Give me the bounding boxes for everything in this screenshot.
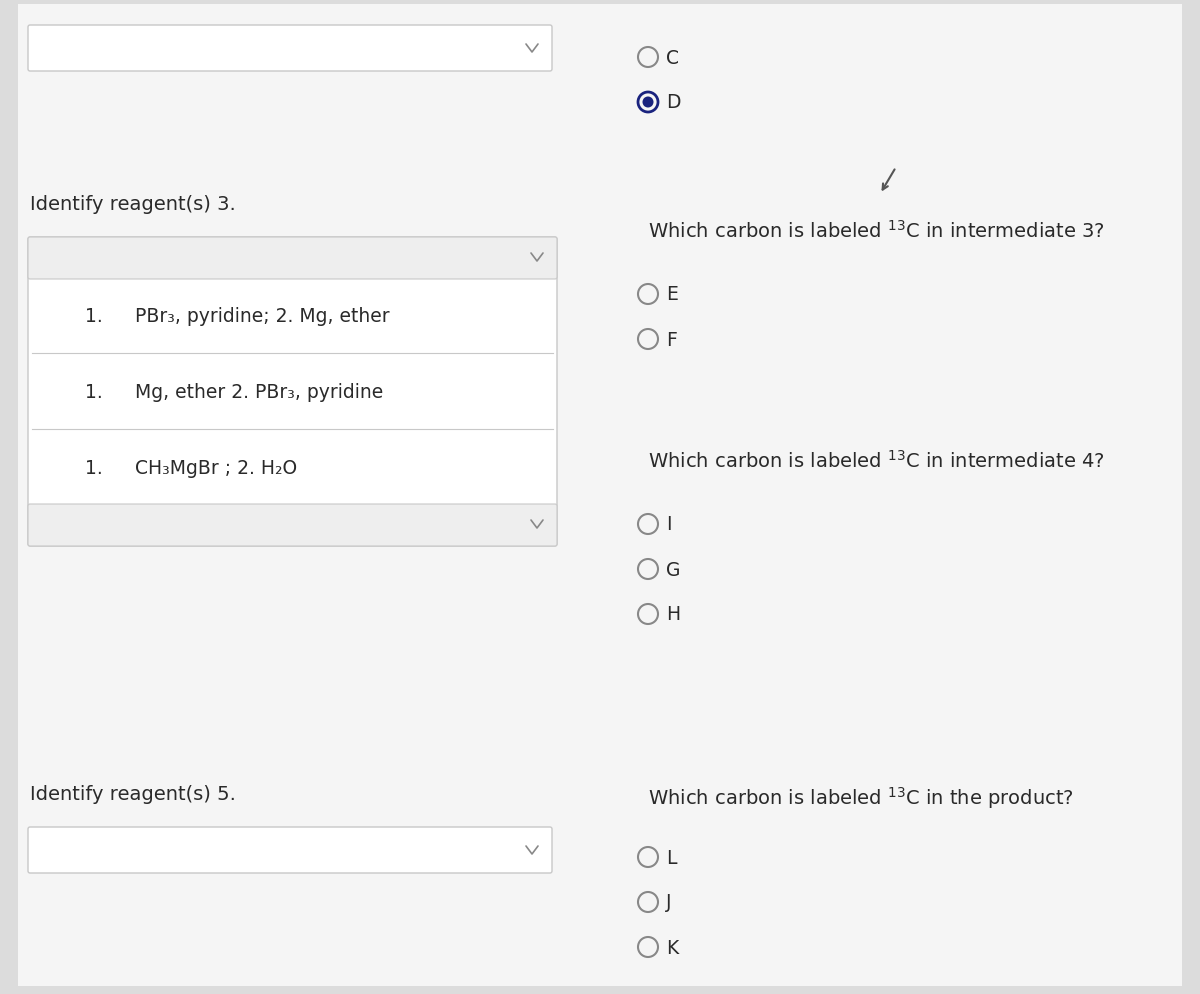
Text: Which carbon is labeled $^{13}$C in the product?: Which carbon is labeled $^{13}$C in the …: [648, 784, 1074, 810]
Text: Identify reagent(s) 3.: Identify reagent(s) 3.: [30, 195, 235, 214]
Text: C: C: [666, 49, 679, 68]
FancyBboxPatch shape: [28, 238, 557, 547]
Text: D: D: [666, 93, 680, 112]
Text: Mg, ether 2. PBr₃, pyridine: Mg, ether 2. PBr₃, pyridine: [134, 382, 383, 402]
Text: Identify reagent(s) 5.: Identify reagent(s) 5.: [30, 784, 236, 803]
Text: E: E: [666, 285, 678, 304]
Text: CH₃MgBr ; 2. H₂O: CH₃MgBr ; 2. H₂O: [134, 458, 298, 477]
Text: PBr₃, pyridine; 2. Mg, ether: PBr₃, pyridine; 2. Mg, ether: [134, 306, 390, 325]
Text: J: J: [666, 893, 672, 911]
Text: K: K: [666, 937, 678, 956]
Text: Which carbon is labeled $^{13}$C in intermediate 4?: Which carbon is labeled $^{13}$C in inte…: [648, 449, 1105, 471]
Text: G: G: [666, 560, 680, 579]
FancyBboxPatch shape: [28, 238, 557, 279]
Text: F: F: [666, 330, 677, 349]
Text: I: I: [666, 515, 672, 534]
Text: H: H: [666, 605, 680, 624]
Text: 1.: 1.: [85, 458, 103, 477]
Text: 1.: 1.: [85, 306, 103, 325]
Text: Which carbon is labeled $^{13}$C in intermediate 3?: Which carbon is labeled $^{13}$C in inte…: [648, 220, 1105, 242]
FancyBboxPatch shape: [18, 5, 1182, 986]
FancyBboxPatch shape: [28, 827, 552, 873]
Text: L: L: [666, 848, 677, 867]
FancyBboxPatch shape: [28, 26, 552, 72]
Text: 1.: 1.: [85, 382, 103, 402]
FancyBboxPatch shape: [28, 505, 557, 547]
Circle shape: [642, 97, 654, 108]
